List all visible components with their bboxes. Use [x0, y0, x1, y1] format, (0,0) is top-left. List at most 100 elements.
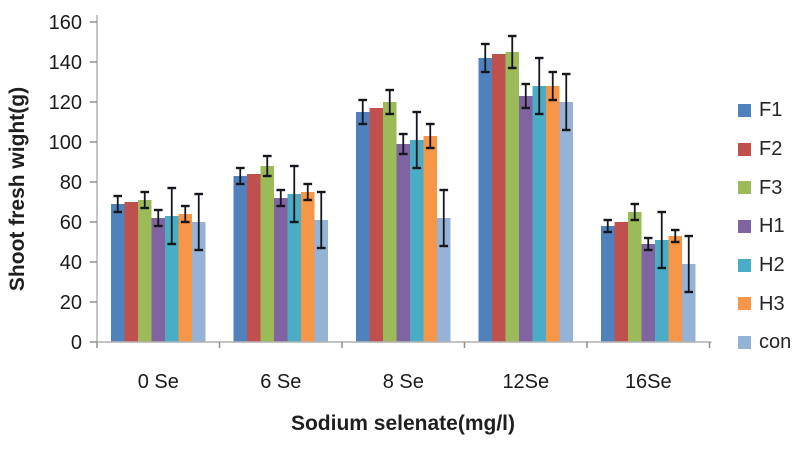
bar-f2-16se — [614, 222, 628, 342]
bar-f3-8se — [383, 102, 397, 342]
bar-f2-0se — [124, 202, 138, 342]
y-tick-label: 80 — [60, 172, 82, 194]
legend-label-f3: F3 — [759, 176, 783, 199]
error-bar-h1-6se — [276, 188, 286, 208]
legend-item-f3: F3 — [738, 168, 791, 207]
legend-swatch-f2 — [738, 142, 751, 156]
bar-h2-0se — [165, 216, 179, 342]
error-bar-h1-8se — [398, 132, 408, 156]
bar-h3-16se — [668, 236, 682, 342]
legend-label-con: con — [759, 331, 792, 354]
bar-h2-8se — [410, 140, 424, 342]
legend-label-h3: H3 — [759, 292, 785, 315]
legend-label-f1: F1 — [759, 99, 783, 122]
bar-h3-0se — [178, 214, 192, 342]
legend-item-h1: H1 — [738, 207, 791, 246]
error-bar-h3-16se — [671, 228, 680, 244]
bar-f1-8se — [356, 112, 370, 342]
bar-con-8se — [437, 218, 451, 342]
error-bar-h3-12se — [548, 70, 557, 102]
bar-h3-12se — [546, 86, 560, 342]
bar-f1-6se — [233, 176, 247, 342]
error-bar-h2-8se — [412, 110, 422, 170]
legend-item-h3: H3 — [738, 284, 791, 323]
legend-swatch-h1 — [738, 219, 751, 233]
error-bar-f1-12se — [480, 42, 490, 74]
error-bar-h2-16se — [657, 210, 666, 270]
bars — [111, 52, 696, 342]
error-bars — [113, 34, 693, 294]
x-axis-title: Sodium selenate(mg/l) — [290, 412, 516, 435]
legend-item-con: con — [738, 323, 791, 362]
error-bar-h3-0se — [180, 204, 190, 224]
error-bar-h3-8se — [425, 122, 435, 150]
legend-swatch-f3 — [738, 181, 751, 195]
bar-f3-12se — [505, 52, 519, 342]
error-bar-f3-0se — [140, 190, 150, 210]
bar-h1-16se — [641, 244, 655, 342]
error-bar-f3-16se — [630, 202, 639, 222]
legend-label-h2: H2 — [759, 254, 785, 277]
bar-f2-8se — [369, 108, 383, 342]
error-bar-con-12se — [562, 72, 571, 132]
legend-swatch-h2 — [738, 258, 751, 272]
legend-label-h1: H1 — [759, 215, 785, 238]
bar-h2-6se — [287, 194, 301, 342]
bar-f2-6se — [247, 174, 261, 342]
error-bar-f3-6se — [262, 154, 272, 178]
bar-con-16se — [682, 264, 696, 342]
bar-f2-12se — [492, 54, 506, 342]
legend: F1 F2 F3 H1 H2 H3 con — [738, 91, 791, 362]
x-tick-label: 8 Se — [383, 371, 424, 393]
y-tick-label: 160 — [49, 12, 82, 34]
x-tick-label: 6 Se — [260, 371, 301, 393]
x-tick-label: 16Se — [625, 371, 672, 393]
x-tick-label: 12Se — [502, 371, 549, 393]
y-axis-title: Shoot fresh wight(g) — [6, 86, 29, 292]
error-bar-f1-16se — [603, 218, 612, 234]
bar-con-0se — [192, 222, 206, 342]
legend-label-f2: F2 — [759, 138, 783, 161]
error-bar-h2-0se — [167, 186, 177, 246]
error-bar-f3-12se — [507, 34, 517, 70]
bar-con-12se — [559, 102, 573, 342]
bar-h1-0se — [151, 218, 165, 342]
bar-h1-6se — [274, 198, 288, 342]
bar-h2-12se — [532, 86, 546, 342]
error-bar-f3-8se — [385, 88, 395, 116]
bar-h1-8se — [396, 144, 410, 342]
y-tick-label: 100 — [49, 132, 82, 154]
legend-item-f2: F2 — [738, 130, 791, 169]
bar-f1-12se — [478, 58, 492, 342]
legend-swatch-h3 — [738, 297, 751, 311]
legend-item-f1: F1 — [738, 91, 791, 130]
bar-h3-6se — [301, 192, 315, 342]
y-tick-label: 120 — [49, 92, 82, 114]
error-bar-f1-8se — [358, 98, 368, 126]
x-tick-label: 0 Se — [138, 371, 179, 393]
legend-swatch-con — [738, 335, 751, 349]
y-tick-label: 40 — [60, 252, 82, 274]
y-tick-label: 20 — [60, 292, 82, 314]
legend-swatch-f1 — [738, 103, 751, 117]
bar-h1-12se — [519, 96, 533, 342]
error-bar-h1-12se — [521, 82, 530, 110]
bar-f3-0se — [138, 200, 152, 342]
error-bar-con-16se — [684, 234, 693, 294]
error-bar-con-6se — [316, 190, 326, 250]
bar-con-6se — [314, 220, 328, 342]
error-bar-con-8se — [439, 188, 449, 248]
error-bar-h1-0se — [153, 208, 163, 228]
error-bar-con-0se — [194, 192, 204, 252]
y-tick-label: 0 — [71, 332, 82, 354]
bar-f1-0se — [111, 204, 125, 342]
error-bar-h1-16se — [644, 236, 653, 252]
legend-item-h2: H2 — [738, 246, 791, 285]
bar-h3-8se — [423, 136, 437, 342]
y-tick-label: 140 — [49, 52, 82, 74]
bar-h2-16se — [655, 240, 669, 342]
error-bar-h3-6se — [303, 182, 313, 202]
error-bar-f1-0se — [113, 194, 122, 214]
